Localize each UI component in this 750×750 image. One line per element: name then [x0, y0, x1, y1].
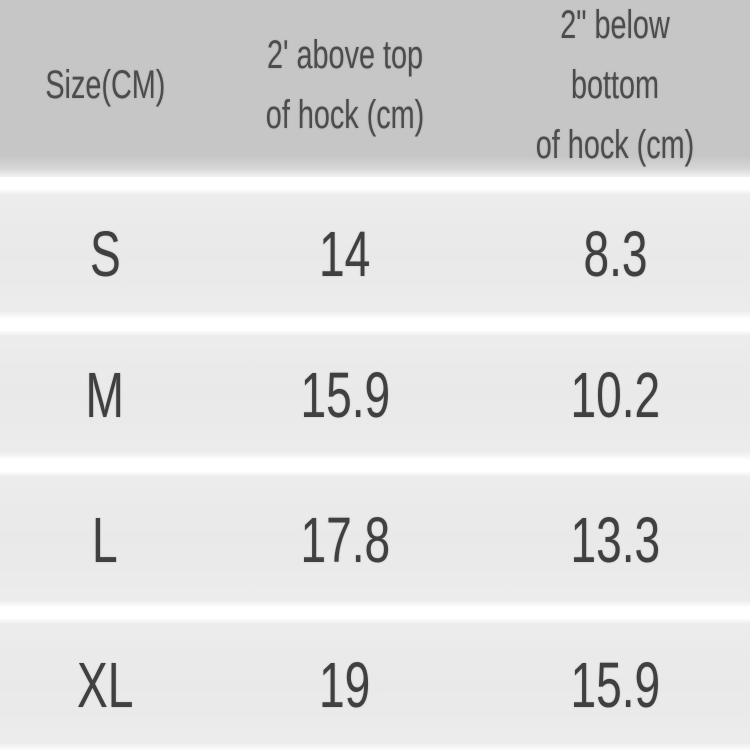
row-divider: [0, 318, 750, 331]
table-row-m: M 15.9 10.2: [0, 331, 750, 459]
header-above-line2: of hock (cm): [265, 92, 425, 137]
table-row-xl: XL 19 15.9: [0, 619, 750, 750]
header-below-line2: of hock (cm): [535, 122, 695, 167]
table-row-s: S 14 8.3: [0, 190, 750, 318]
above-value-cell: 19: [319, 648, 371, 721]
header-cell-below-bottom-of-hock: 2" below bottom of hock (cm): [480, 0, 750, 177]
row-divider: [0, 607, 750, 619]
below-value-cell: 10.2: [570, 359, 660, 431]
header-cell-above-top-of-hock: 2' above top of hock (cm): [210, 0, 480, 177]
table-header-row: Size(CM) 2' above top of hock (cm) 2" be…: [0, 0, 750, 177]
row-divider: [0, 459, 750, 472]
below-value-cell: 13.3: [570, 503, 660, 576]
header-size-label: Size(CM): [44, 62, 165, 107]
size-cell: S: [89, 218, 121, 290]
above-value-cell: 14: [319, 218, 371, 290]
size-cell: L: [92, 503, 118, 576]
header-cell-size: Size(CM): [0, 0, 210, 177]
size-cell: M: [85, 359, 125, 431]
above-value-cell: 17.8: [300, 503, 390, 576]
size-cell: XL: [76, 648, 134, 721]
row-divider: [0, 177, 750, 190]
table-row-l: L 17.8 13.3: [0, 472, 750, 607]
above-value-cell: 15.9: [300, 359, 390, 431]
below-value-cell: 15.9: [570, 648, 660, 721]
header-above-line1: 2' above top: [266, 32, 424, 77]
header-below-line1: 2" below bottom: [560, 2, 670, 107]
below-value-cell: 8.3: [582, 218, 648, 290]
